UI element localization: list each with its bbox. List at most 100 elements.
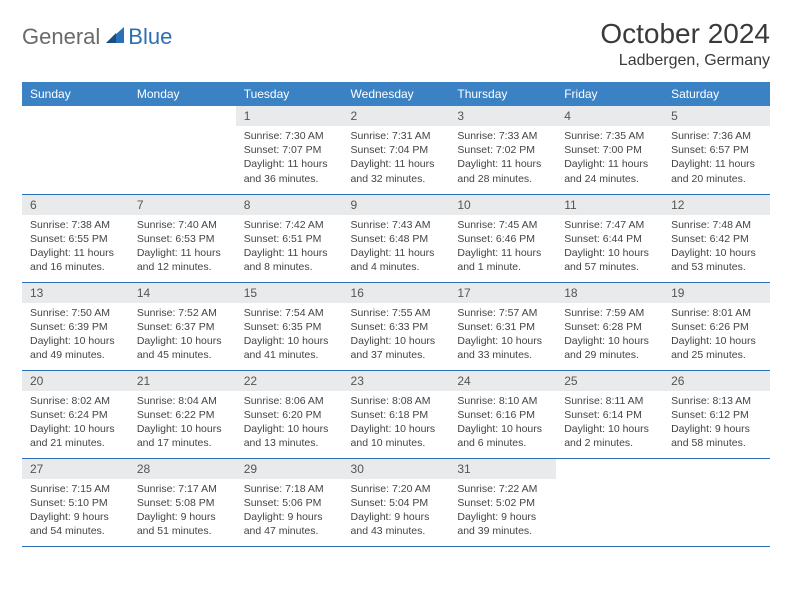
daylight-label: Daylight: [244, 247, 285, 259]
sunset-value: 6:20 PM [282, 409, 321, 421]
calendar-row: 1Sunrise: 7:30 AMSunset: 7:07 PMDaylight… [22, 106, 770, 194]
sunrise-value: 7:22 AM [499, 483, 538, 495]
sunrise-value: 7:33 AM [499, 130, 538, 142]
daylight-label: Daylight: [30, 511, 71, 523]
daylight-label: Daylight: [244, 423, 285, 435]
day-details: Sunrise: 7:45 AMSunset: 6:46 PMDaylight:… [449, 215, 556, 281]
daylight-label: Daylight: [351, 423, 392, 435]
sunset-value: 6:44 PM [603, 233, 642, 245]
day-cell: 24Sunrise: 8:10 AMSunset: 6:16 PMDayligh… [449, 370, 556, 458]
daylight-label: Daylight: [564, 247, 605, 259]
sunset-value: 6:22 PM [175, 409, 214, 421]
sunrise-label: Sunrise: [671, 395, 710, 407]
sunrise-value: 7:40 AM [178, 219, 217, 231]
sunset-value: 6:51 PM [282, 233, 321, 245]
day-number: 21 [129, 371, 236, 391]
sunrise-label: Sunrise: [351, 130, 390, 142]
logo-sail-icon [104, 25, 126, 50]
sunrise-label: Sunrise: [137, 307, 176, 319]
daylight-label: Daylight: [351, 158, 392, 170]
day-number: 22 [236, 371, 343, 391]
sunrise-label: Sunrise: [351, 219, 390, 231]
sunset-label: Sunset: [457, 233, 493, 245]
daylight-label: Daylight: [137, 511, 178, 523]
day-cell: 2Sunrise: 7:31 AMSunset: 7:04 PMDaylight… [343, 106, 450, 194]
day-details: Sunrise: 7:31 AMSunset: 7:04 PMDaylight:… [343, 126, 450, 192]
sunrise-label: Sunrise: [30, 307, 69, 319]
day-number: 16 [343, 283, 450, 303]
day-details: Sunrise: 8:01 AMSunset: 6:26 PMDaylight:… [663, 303, 770, 369]
sunrise-value: 7:36 AM [713, 130, 752, 142]
sunset-value: 7:04 PM [389, 144, 428, 156]
day-cell: 13Sunrise: 7:50 AMSunset: 6:39 PMDayligh… [22, 282, 129, 370]
calendar-row: 20Sunrise: 8:02 AMSunset: 6:24 PMDayligh… [22, 370, 770, 458]
sunrise-label: Sunrise: [671, 130, 710, 142]
sunrise-label: Sunrise: [137, 395, 176, 407]
sunrise-value: 7:15 AM [71, 483, 110, 495]
empty-cell [129, 106, 236, 194]
daylight-label: Daylight: [457, 247, 498, 259]
day-details: Sunrise: 8:04 AMSunset: 6:22 PMDaylight:… [129, 391, 236, 457]
sunrise-label: Sunrise: [244, 219, 283, 231]
sunset-label: Sunset: [457, 497, 493, 509]
day-cell: 20Sunrise: 8:02 AMSunset: 6:24 PMDayligh… [22, 370, 129, 458]
day-number: 23 [343, 371, 450, 391]
daylight-label: Daylight: [351, 511, 392, 523]
sunrise-value: 7:42 AM [285, 219, 324, 231]
sunrise-label: Sunrise: [671, 307, 710, 319]
sunrise-label: Sunrise: [244, 130, 283, 142]
daylight-label: Daylight: [457, 423, 498, 435]
day-details: Sunrise: 8:13 AMSunset: 6:12 PMDaylight:… [663, 391, 770, 457]
sunset-value: 6:39 PM [69, 321, 108, 333]
day-details: Sunrise: 7:33 AMSunset: 7:02 PMDaylight:… [449, 126, 556, 192]
day-cell: 7Sunrise: 7:40 AMSunset: 6:53 PMDaylight… [129, 194, 236, 282]
sunset-value: 5:10 PM [69, 497, 108, 509]
day-cell: 25Sunrise: 8:11 AMSunset: 6:14 PMDayligh… [556, 370, 663, 458]
day-details: Sunrise: 8:02 AMSunset: 6:24 PMDaylight:… [22, 391, 129, 457]
empty-cell [556, 458, 663, 546]
calendar-table: SundayMondayTuesdayWednesdayThursdayFrid… [22, 82, 770, 547]
day-cell: 14Sunrise: 7:52 AMSunset: 6:37 PMDayligh… [129, 282, 236, 370]
sunset-label: Sunset: [671, 233, 707, 245]
day-number: 29 [236, 459, 343, 479]
day-cell: 8Sunrise: 7:42 AMSunset: 6:51 PMDaylight… [236, 194, 343, 282]
weekday-header: Thursday [449, 82, 556, 106]
empty-cell [663, 458, 770, 546]
sunset-value: 6:35 PM [282, 321, 321, 333]
day-number: 20 [22, 371, 129, 391]
day-number: 10 [449, 195, 556, 215]
sunset-label: Sunset: [244, 144, 280, 156]
day-cell: 23Sunrise: 8:08 AMSunset: 6:18 PMDayligh… [343, 370, 450, 458]
sunset-value: 7:07 PM [282, 144, 321, 156]
daylight-label: Daylight: [671, 423, 712, 435]
sunrise-label: Sunrise: [244, 395, 283, 407]
sunset-label: Sunset: [30, 497, 66, 509]
sunset-label: Sunset: [351, 144, 387, 156]
sunrise-label: Sunrise: [244, 483, 283, 495]
day-cell: 22Sunrise: 8:06 AMSunset: 6:20 PMDayligh… [236, 370, 343, 458]
sunset-label: Sunset: [457, 321, 493, 333]
day-cell: 19Sunrise: 8:01 AMSunset: 6:26 PMDayligh… [663, 282, 770, 370]
day-number: 31 [449, 459, 556, 479]
day-details: Sunrise: 7:57 AMSunset: 6:31 PMDaylight:… [449, 303, 556, 369]
daylight-label: Daylight: [137, 335, 178, 347]
daylight-label: Daylight: [244, 511, 285, 523]
sunrise-label: Sunrise: [564, 130, 603, 142]
day-number: 25 [556, 371, 663, 391]
weekday-header: Friday [556, 82, 663, 106]
daylight-label: Daylight: [30, 247, 71, 259]
month-title: October 2024 [600, 18, 770, 50]
daylight-label: Daylight: [671, 158, 712, 170]
sunset-label: Sunset: [564, 409, 600, 421]
day-cell: 31Sunrise: 7:22 AMSunset: 5:02 PMDayligh… [449, 458, 556, 546]
day-details: Sunrise: 7:38 AMSunset: 6:55 PMDaylight:… [22, 215, 129, 281]
day-details: Sunrise: 7:15 AMSunset: 5:10 PMDaylight:… [22, 479, 129, 545]
sunset-value: 6:57 PM [710, 144, 749, 156]
day-number: 26 [663, 371, 770, 391]
sunrise-value: 8:06 AM [285, 395, 324, 407]
sunset-value: 6:37 PM [175, 321, 214, 333]
sunrise-label: Sunrise: [244, 307, 283, 319]
sunrise-value: 7:54 AM [285, 307, 324, 319]
day-cell: 11Sunrise: 7:47 AMSunset: 6:44 PMDayligh… [556, 194, 663, 282]
sunrise-value: 7:17 AM [178, 483, 217, 495]
